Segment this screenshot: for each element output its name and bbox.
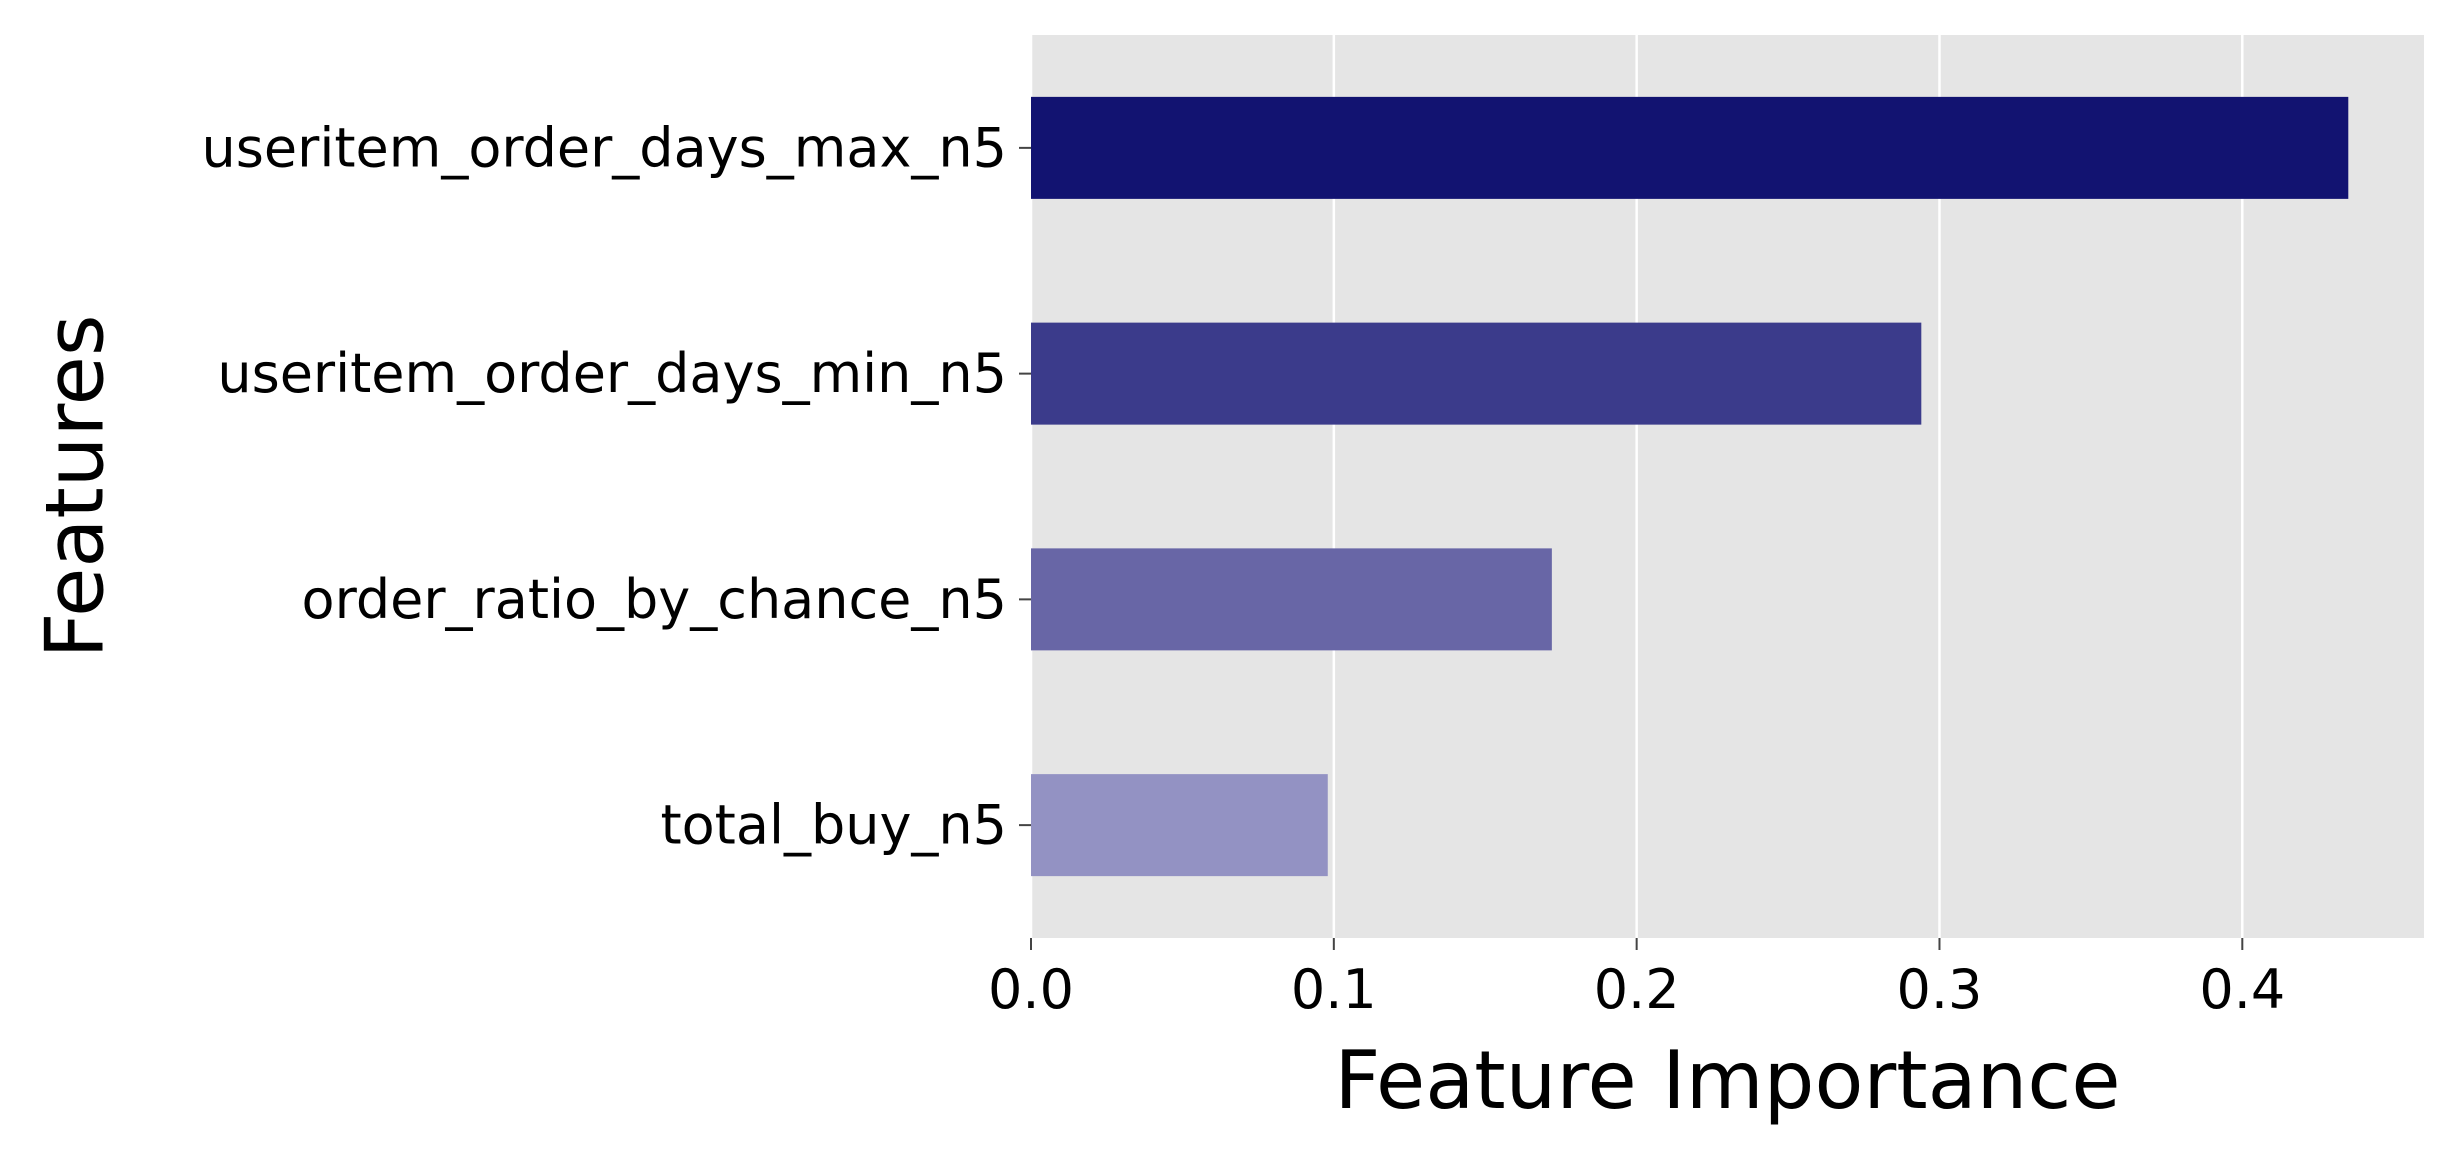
bar-order_ratio_by_chance_n5 bbox=[1031, 548, 1552, 651]
x-tick-label: 0.2 bbox=[1594, 958, 1680, 1021]
x-tick-label: 0.0 bbox=[988, 958, 1074, 1021]
y-axis-ticks: useritem_order_days_max_n5 useritem_order… bbox=[202, 116, 1031, 857]
bar-total_buy_n5 bbox=[1031, 774, 1328, 877]
x-tick-label: 0.3 bbox=[1897, 958, 1983, 1021]
y-tick-label: useritem_order_days_max_n5 bbox=[202, 116, 1007, 179]
bars bbox=[1031, 96, 2349, 877]
bar-useritem_order_days_max_n5 bbox=[1031, 96, 2349, 199]
y-tick-label: useritem_order_days_min_n5 bbox=[217, 342, 1007, 405]
y-tick-label: total_buy_n5 bbox=[660, 794, 1007, 857]
x-axis-ticks: 0.0 0.1 0.2 0.3 0.4 bbox=[988, 938, 2285, 1021]
x-tick-label: 0.1 bbox=[1291, 958, 1377, 1021]
x-axis-title: Feature Importance bbox=[1334, 1034, 2120, 1127]
y-tick-label: order_ratio_by_chance_n5 bbox=[302, 568, 1007, 631]
bar-useritem_order_days_min_n5 bbox=[1031, 322, 1922, 425]
x-tick-label: 0.4 bbox=[2199, 958, 2285, 1021]
y-axis-title: Features bbox=[29, 315, 122, 659]
